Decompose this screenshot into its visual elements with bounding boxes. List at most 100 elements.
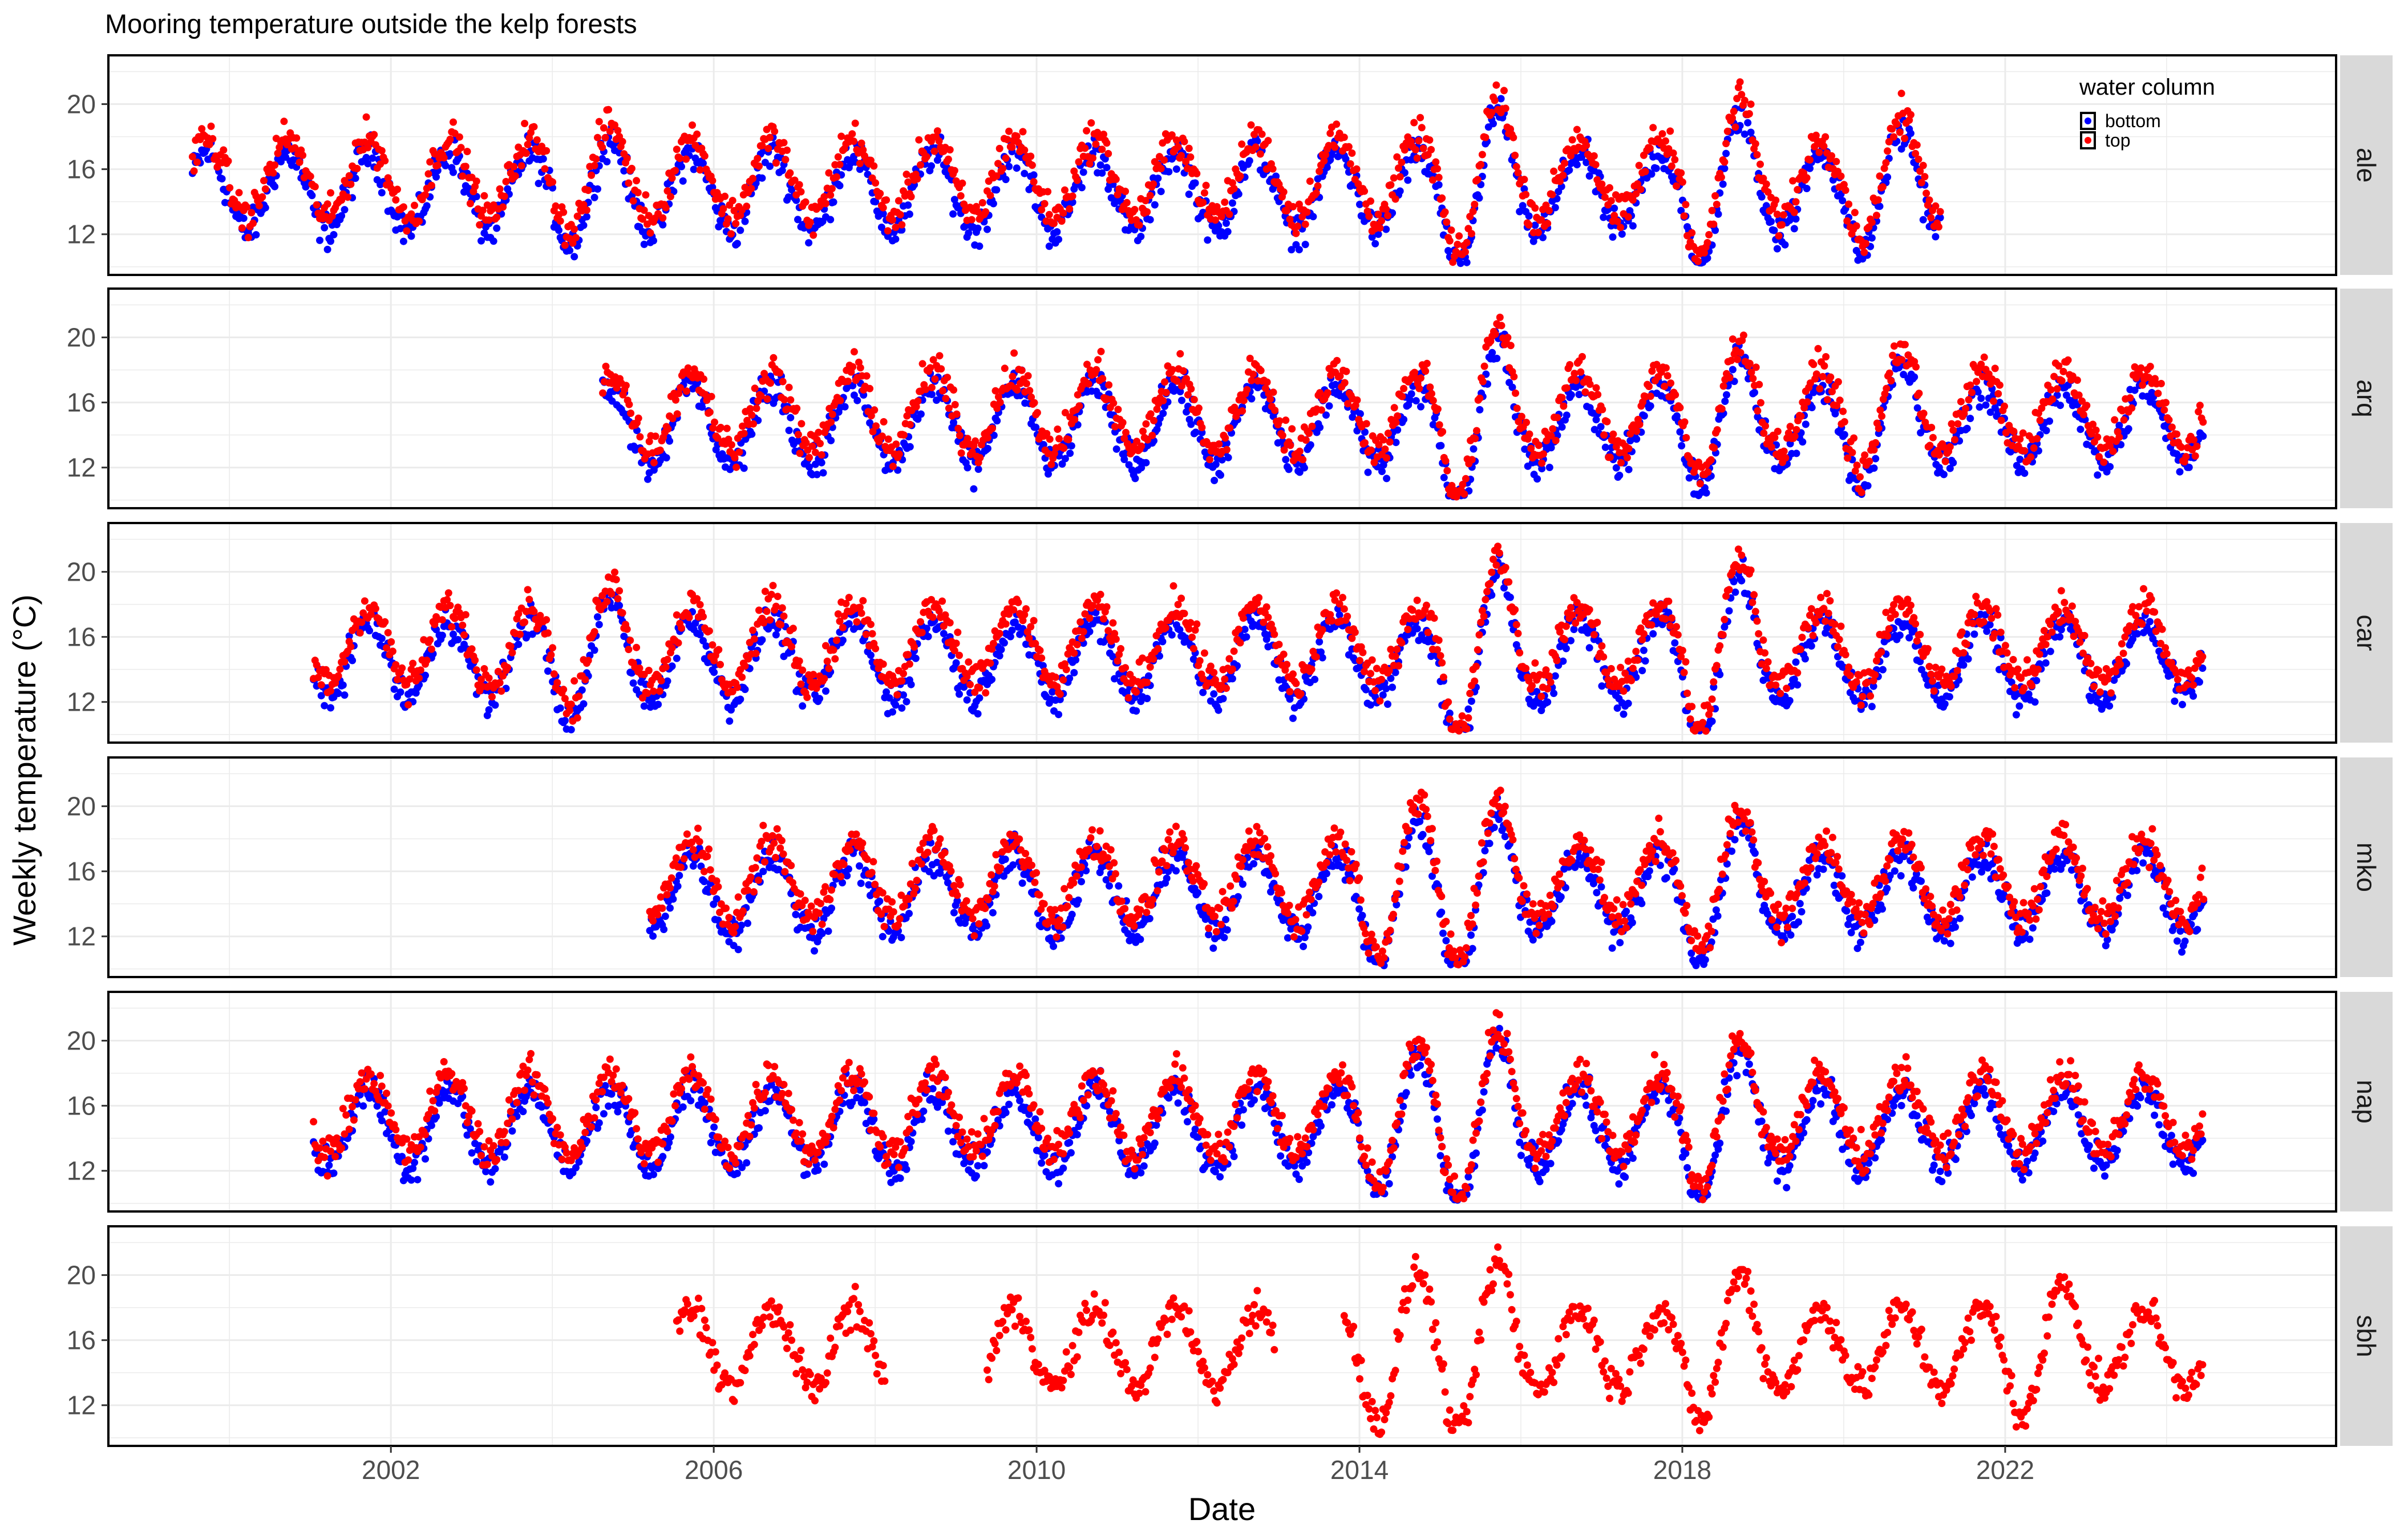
point-top <box>1263 378 1271 386</box>
point-top <box>848 130 856 138</box>
point-bottom <box>1204 236 1212 244</box>
point-top <box>384 174 392 182</box>
point-top <box>1333 120 1341 128</box>
point-top <box>782 156 790 164</box>
point-bottom <box>566 246 574 254</box>
point-bottom <box>1456 260 1464 268</box>
point-top <box>1609 430 1617 438</box>
point-top <box>633 177 641 185</box>
point-top <box>895 450 903 458</box>
point-top <box>1473 427 1480 435</box>
point-top <box>836 396 844 404</box>
point-bottom <box>580 700 588 708</box>
point-bottom <box>758 174 766 182</box>
point-bottom <box>1316 638 1324 646</box>
point-top <box>796 449 804 457</box>
point-top <box>244 234 252 241</box>
point-bottom <box>1493 354 1501 362</box>
point-top <box>394 185 401 193</box>
point-top <box>472 177 480 185</box>
point-top <box>1696 480 1704 488</box>
point-top <box>1299 456 1307 464</box>
point-bottom <box>1565 166 1573 174</box>
point-top <box>1885 369 1893 377</box>
point-top <box>787 396 795 404</box>
point-top <box>583 206 590 214</box>
point-top <box>808 442 816 450</box>
point-top <box>1673 182 1680 190</box>
point-top <box>510 163 518 171</box>
point-bottom <box>1311 675 1319 683</box>
point-bottom <box>327 704 334 712</box>
point-bottom <box>988 675 996 683</box>
point-top <box>1827 373 1835 381</box>
point-bottom <box>1475 194 1483 202</box>
point-top <box>1296 447 1304 455</box>
point-top <box>590 161 598 169</box>
point-bottom <box>493 224 501 232</box>
point-bottom <box>580 221 588 229</box>
point-bottom <box>984 444 991 452</box>
point-top <box>1792 425 1800 433</box>
point-bottom <box>702 642 710 650</box>
point-top <box>476 221 484 229</box>
point-top <box>1005 127 1013 135</box>
point-top <box>740 429 748 437</box>
point-bottom <box>556 704 564 712</box>
point-bottom <box>1070 668 1078 676</box>
point-top <box>570 225 578 233</box>
point-top <box>950 386 957 394</box>
point-top <box>785 383 793 391</box>
point-bottom <box>1005 163 1013 171</box>
point-top <box>1249 370 1257 378</box>
point-top <box>917 161 924 169</box>
point-top <box>871 406 879 414</box>
point-top <box>500 192 508 200</box>
point-top <box>541 165 549 173</box>
point-top <box>1018 366 1026 374</box>
point-bottom <box>748 430 756 438</box>
point-top <box>795 181 803 189</box>
point-top <box>1592 161 1600 169</box>
point-top <box>1741 96 1749 104</box>
point-top <box>944 374 952 382</box>
point-top <box>271 161 279 169</box>
point-bottom <box>369 154 377 162</box>
point-top <box>1476 394 1484 402</box>
point-top <box>1852 222 1860 230</box>
point-top <box>1041 200 1049 208</box>
point-top <box>1912 363 1920 371</box>
point-top <box>876 189 884 197</box>
point-bottom <box>1032 423 1040 431</box>
point-top <box>1021 146 1029 154</box>
point-top <box>260 177 268 185</box>
point-top <box>1797 412 1805 420</box>
point-top <box>752 404 760 412</box>
point-top <box>1583 141 1590 149</box>
point-top <box>1044 188 1052 196</box>
point-top <box>1415 137 1423 145</box>
point-top <box>1306 177 1314 185</box>
point-bottom <box>1616 471 1624 479</box>
point-top <box>378 147 386 155</box>
point-top <box>1636 420 1644 428</box>
point-top <box>719 205 727 213</box>
point-top <box>1390 174 1398 182</box>
point-top <box>2157 380 2165 387</box>
point-top <box>1312 189 1320 197</box>
point-bottom <box>1098 169 1106 177</box>
point-top <box>431 150 439 158</box>
point-top <box>224 157 232 165</box>
point-bottom <box>1531 221 1539 229</box>
point-top <box>1500 87 1508 95</box>
point-top <box>2010 427 2018 435</box>
point-top <box>1269 165 1277 173</box>
point-top <box>625 400 633 408</box>
point-bottom <box>477 237 485 245</box>
point-top <box>732 463 740 471</box>
point-top <box>1646 392 1654 400</box>
point-top <box>1666 127 1674 135</box>
point-bottom <box>1400 416 1408 423</box>
point-top <box>1257 367 1265 375</box>
point-bottom <box>423 202 431 210</box>
